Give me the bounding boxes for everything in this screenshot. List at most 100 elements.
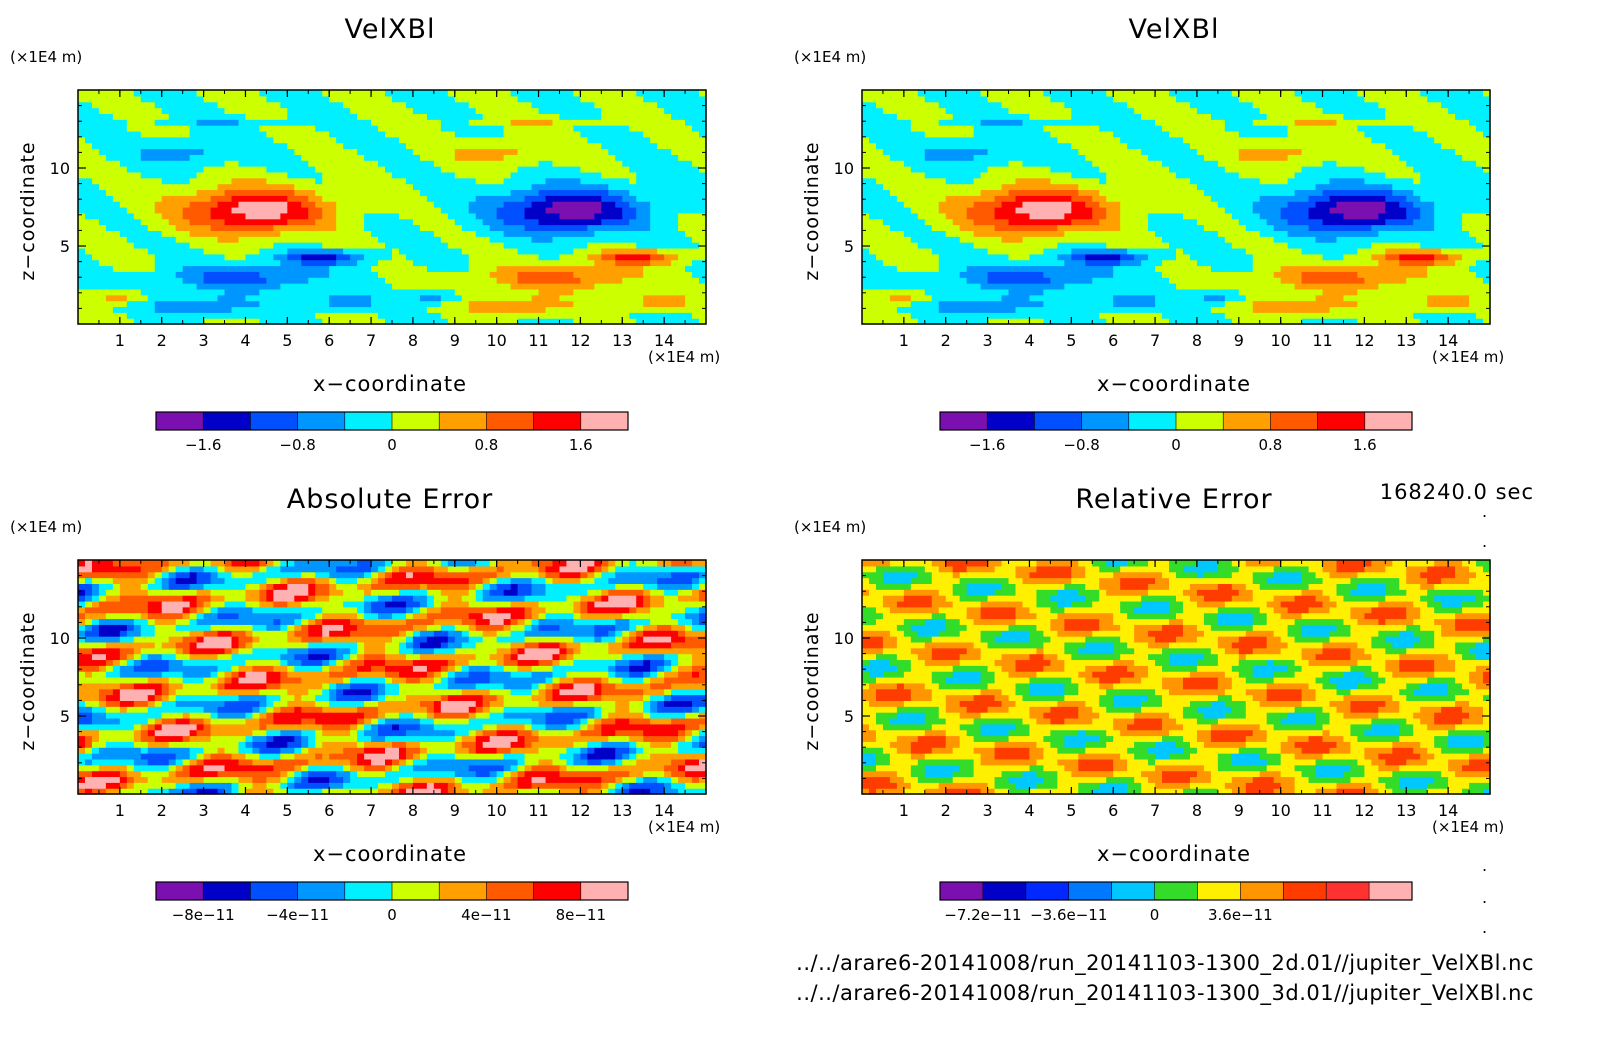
heatmap-cell xyxy=(875,90,884,97)
heatmap-cell xyxy=(105,95,114,103)
heatmap-cell xyxy=(378,236,386,243)
heatmap-cell xyxy=(601,294,609,302)
heatmap-cell xyxy=(378,247,386,255)
heatmap-cell xyxy=(882,125,891,132)
heatmap-cell xyxy=(461,277,470,284)
heatmap-cell xyxy=(259,265,267,272)
heatmap-cell xyxy=(468,247,477,255)
heatmap-cell xyxy=(1022,306,1031,313)
heatmap-cell xyxy=(419,300,428,308)
heatmap-cell xyxy=(1008,160,1017,167)
heatmap-cell xyxy=(692,195,700,202)
heatmap-cell xyxy=(924,154,933,161)
heatmap-cell xyxy=(1022,253,1031,261)
heatmap-cell xyxy=(385,183,393,191)
heatmap-cell xyxy=(217,136,226,144)
heatmap-cell xyxy=(426,271,435,278)
heatmap-cell xyxy=(903,253,912,261)
heatmap-cell xyxy=(875,207,884,214)
heatmap-cell xyxy=(196,218,205,226)
heatmap-cell xyxy=(147,95,156,103)
heatmap-cell xyxy=(287,294,295,302)
heatmap-cell xyxy=(1057,90,1065,97)
heatmap-cell xyxy=(566,265,575,272)
heatmap-cell xyxy=(559,242,568,249)
heatmap-cell xyxy=(84,259,93,267)
heatmap-cell xyxy=(629,253,637,261)
heatmap-cell xyxy=(1022,242,1031,249)
heatmap-cell xyxy=(224,189,233,196)
heatmap-cell xyxy=(862,183,870,191)
heatmap-cell xyxy=(896,171,905,179)
heatmap-cell xyxy=(343,166,351,173)
heatmap-cell xyxy=(210,160,219,167)
heatmap-cell xyxy=(210,288,219,296)
heatmap-cell xyxy=(601,148,609,155)
heatmap-cell xyxy=(566,160,575,167)
heatmap-cell xyxy=(385,154,393,161)
heatmap-cell xyxy=(945,148,954,155)
heatmap-cell xyxy=(973,177,982,185)
heatmap-cell xyxy=(440,90,449,97)
heatmap-cell xyxy=(238,171,247,179)
heatmap-cell xyxy=(952,218,961,226)
heatmap-cell xyxy=(622,283,630,290)
heatmap-cell xyxy=(189,166,198,173)
heatmap-cell xyxy=(615,271,623,278)
heatmap-cell xyxy=(650,90,658,97)
heatmap-cell xyxy=(924,236,933,243)
heatmap-cell xyxy=(78,136,86,144)
heatmap-cell xyxy=(489,130,498,138)
heatmap-cell xyxy=(266,195,274,202)
heatmap-cell xyxy=(678,177,686,185)
heatmap-cell xyxy=(447,136,456,144)
heatmap-cell xyxy=(650,218,658,226)
heatmap-cell xyxy=(510,154,519,161)
heatmap-cell xyxy=(273,154,281,161)
heatmap-cell xyxy=(868,119,877,126)
heatmap-cell xyxy=(862,101,870,109)
heatmap-cell xyxy=(503,130,512,138)
heatmap-cell xyxy=(447,119,456,126)
heatmap-cell xyxy=(385,171,393,179)
heatmap-cell xyxy=(91,207,100,214)
heatmap-cell xyxy=(903,259,912,267)
heatmap-cell xyxy=(440,312,449,319)
heatmap-cell xyxy=(1008,195,1017,202)
heatmap-cell xyxy=(973,207,982,214)
heatmap-cell xyxy=(650,177,658,185)
heatmap-cell xyxy=(398,171,407,179)
heatmap-cell xyxy=(1057,277,1065,284)
heatmap-cell xyxy=(671,306,679,313)
heatmap-cell xyxy=(252,113,261,120)
heatmap-cell xyxy=(671,136,679,144)
heatmap-cell xyxy=(896,300,905,308)
heatmap-cell xyxy=(917,230,926,237)
heatmap-cell xyxy=(210,130,219,138)
heatmap-cell xyxy=(1029,318,1038,325)
heatmap-cell xyxy=(678,101,686,109)
heatmap-cell xyxy=(636,212,644,220)
heatmap-cell xyxy=(357,90,365,97)
heatmap-cell xyxy=(336,154,344,161)
heatmap-cell xyxy=(1008,107,1017,114)
heatmap-cell xyxy=(559,230,568,237)
heatmap-cell xyxy=(182,148,191,155)
heatmap-cell xyxy=(252,236,261,243)
heatmap-cell xyxy=(650,300,658,308)
heatmap-cell xyxy=(161,171,170,179)
heatmap-cell xyxy=(147,125,156,132)
heatmap-cell xyxy=(503,236,512,243)
heatmap-cell xyxy=(182,101,191,109)
heatmap-cell xyxy=(161,201,170,208)
heatmap-cell xyxy=(308,201,316,208)
heatmap-cell xyxy=(1029,166,1038,173)
heatmap-cell xyxy=(210,312,219,319)
heatmap-cell xyxy=(84,166,93,173)
heatmap-cell xyxy=(1064,183,1072,191)
heatmap-cell xyxy=(294,230,302,237)
heatmap-cell xyxy=(398,183,407,191)
heatmap-cell xyxy=(1043,312,1051,319)
heatmap-cell xyxy=(678,212,686,220)
heatmap-cell xyxy=(252,136,261,144)
